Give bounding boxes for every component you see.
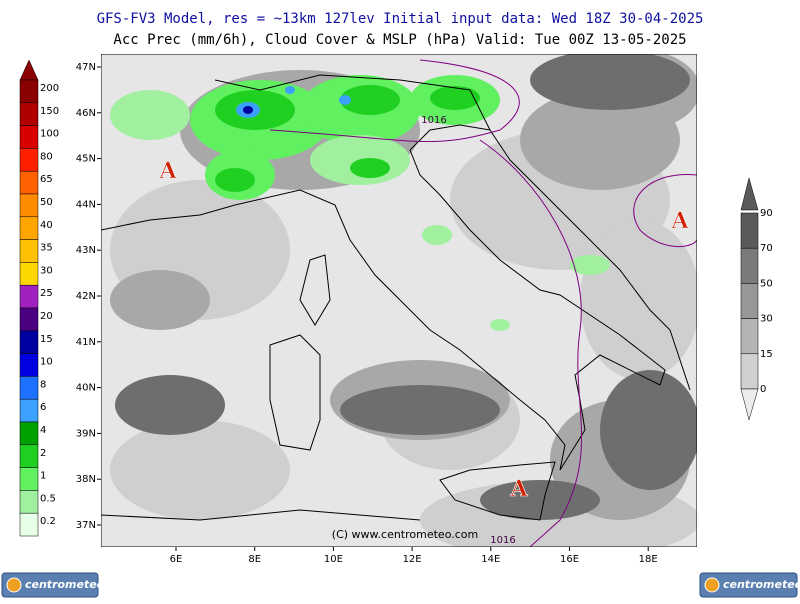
legend-label: 90: [760, 208, 773, 219]
lat-label: 38N: [76, 474, 96, 485]
map-area: [101, 54, 697, 547]
lat-label: 46N: [76, 108, 96, 119]
pressure-center: A: [158, 158, 177, 184]
logo-text: centrometeo: [25, 578, 105, 591]
legend-label: 30: [760, 314, 773, 325]
precipitation: [110, 75, 610, 331]
legend-swatch: [19, 102, 39, 126]
lon-label: 12E: [403, 554, 422, 565]
legend-label: 50: [40, 197, 53, 208]
legend-swatch: [740, 353, 759, 390]
lat-label: 39N: [76, 428, 96, 439]
legend-swatch: [19, 239, 39, 263]
legend-swatch: [19, 467, 39, 491]
legend-label: 35: [40, 243, 53, 254]
legend-label: 40: [40, 220, 53, 231]
header-line-2: Acc Prec (mm/6h), Cloud Cover & MSLP (hP…: [113, 32, 686, 48]
legend-label: 25: [40, 288, 53, 299]
legend-swatch: [19, 193, 39, 218]
lon-label: 14E: [481, 554, 500, 565]
lat-label: 41N: [76, 337, 96, 348]
coastlines: [101, 74, 691, 521]
legend-arrow: [740, 177, 759, 211]
legend-label: 0.2: [40, 516, 56, 527]
legend-label: 10: [40, 357, 53, 368]
legend-label: 30: [40, 265, 53, 276]
legend-label: 6: [40, 402, 46, 413]
legend-swatch: [740, 247, 759, 284]
legend-swatch: [19, 490, 39, 514]
legend-swatch: [19, 284, 39, 309]
legend-label: 0: [760, 384, 766, 395]
legend-swatch: [19, 376, 39, 400]
legend-label: 50: [760, 278, 773, 289]
cloud-dark: [115, 54, 697, 520]
header-line-1: GFS-FV3 Model, res = ~13km 127lev Initia…: [97, 11, 704, 27]
legend-label: 200: [40, 83, 59, 94]
legend-swatch: [19, 79, 39, 104]
pressure-center: A: [509, 476, 528, 502]
lat-label: 45N: [76, 154, 96, 165]
logo: centrometeo: [1, 572, 105, 598]
pressure-center: A: [670, 208, 689, 234]
legend-label: 100: [40, 129, 59, 140]
lat-label: 37N: [76, 520, 96, 531]
legend-swatch: [19, 330, 39, 354]
logo-text: centrometeo: [723, 578, 800, 591]
legend-swatch: [740, 212, 759, 249]
legend-label: 70: [760, 243, 773, 254]
legend-label: 0.5: [40, 493, 56, 504]
lon-label: 8E: [248, 554, 261, 565]
legend-label: 8: [40, 379, 46, 390]
lon-label: 18E: [639, 554, 658, 565]
legend-label: 80: [40, 151, 53, 162]
legend-label: 4: [40, 425, 46, 436]
lon-label: 6E: [170, 554, 183, 565]
legend-swatch: [19, 125, 39, 149]
legend-swatch: [19, 512, 39, 537]
legend-arrow: [740, 388, 759, 421]
legend-swatch: [19, 170, 39, 195]
credit: (C) www.centrometeo.com: [332, 528, 478, 541]
legend-label: 150: [40, 106, 59, 117]
legend-swatch: [19, 148, 39, 172]
legend-swatch: [19, 307, 39, 332]
lat-label: 42N: [76, 291, 96, 302]
legend-swatch: [19, 262, 39, 286]
legend-swatch: [19, 421, 39, 446]
legend-swatch: [740, 318, 759, 355]
legend-swatch: [19, 444, 39, 468]
lon-label: 16E: [560, 554, 579, 565]
legend-label: 65: [40, 174, 53, 185]
legend-swatch: [19, 216, 39, 240]
lat-label: 43N: [76, 245, 96, 256]
isobar-label: 1016: [421, 115, 446, 126]
legend-label: 15: [40, 334, 53, 345]
legend-label: 15: [760, 349, 773, 360]
lat-label: 44N: [76, 199, 96, 210]
legend-arrow: [19, 59, 39, 81]
logo: centrometeo: [699, 572, 800, 598]
legend-label: 20: [40, 311, 53, 322]
isobars: [269, 59, 697, 547]
lat-label: 40N: [76, 383, 96, 394]
legend-swatch: [19, 353, 39, 377]
lat-label: 47N: [76, 62, 96, 73]
isobar-label: 1016: [490, 535, 515, 546]
lon-label: 10E: [324, 554, 343, 565]
legend-swatch: [19, 398, 39, 423]
legend-swatch: [740, 283, 759, 319]
legend-label: 2: [40, 448, 46, 459]
legend-label: 1: [40, 471, 46, 482]
